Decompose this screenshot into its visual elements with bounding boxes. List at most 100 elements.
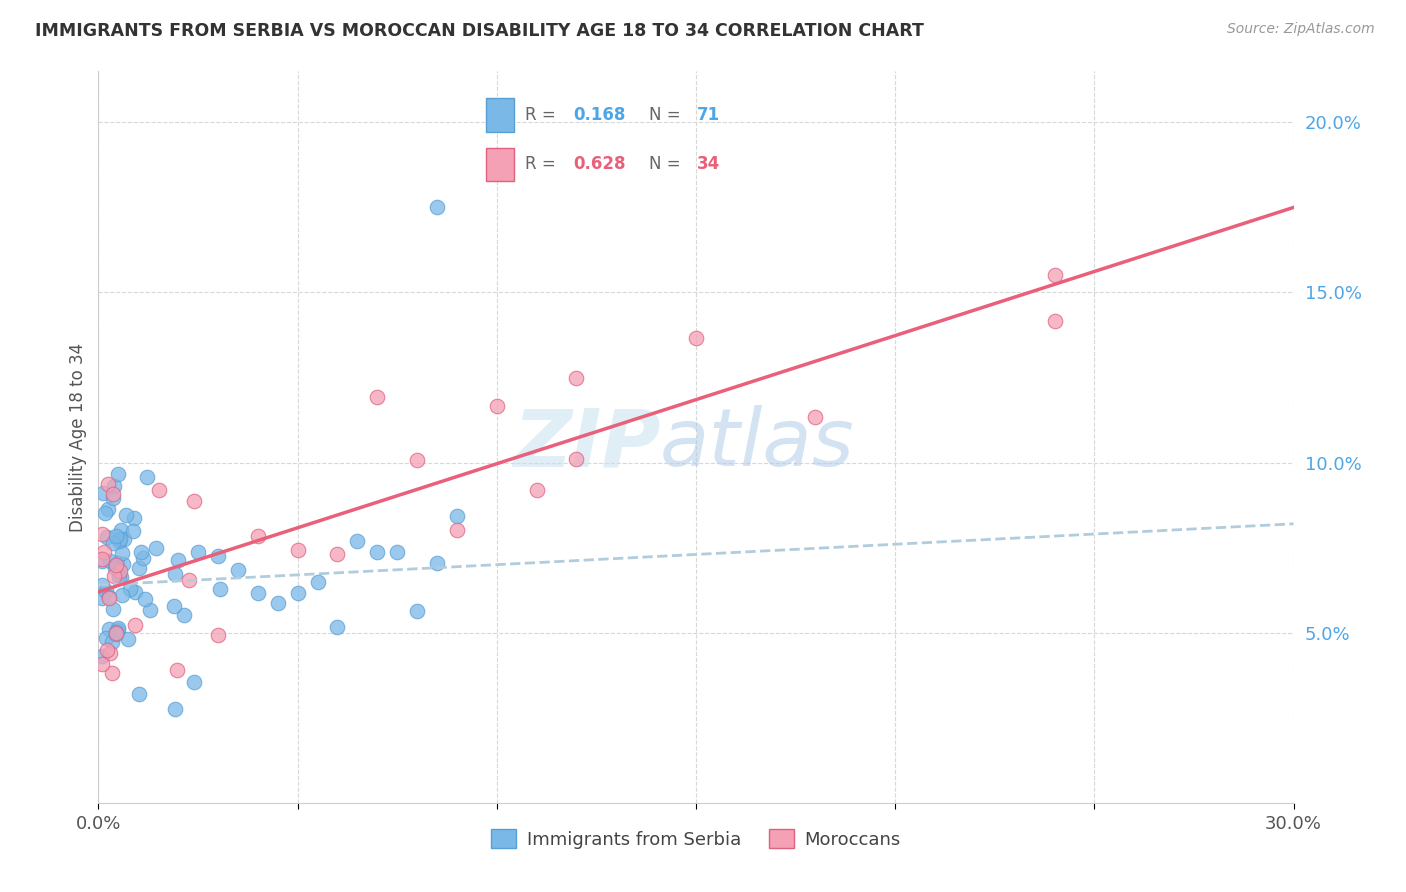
Point (385, 544, 409, 558)
Point (128, 561, 150, 575)
Point (1043, 268, 1066, 283)
Point (131, 551, 153, 566)
Point (98, 646, 121, 660)
Point (107, 467, 129, 481)
Point (107, 624, 129, 638)
Point (148, 483, 170, 497)
Point (98, 591, 121, 606)
Point (122, 511, 145, 525)
Point (406, 605, 429, 619)
Point (98, 622, 121, 636)
Point (163, 702, 186, 716)
Point (94, 583, 117, 598)
Point (91, 591, 114, 605)
Point (112, 558, 135, 572)
Text: atlas: atlas (661, 405, 855, 483)
Point (406, 452, 429, 467)
Point (565, 370, 588, 384)
Point (177, 574, 200, 588)
Point (91, 553, 114, 567)
Point (134, 592, 156, 607)
Point (124, 618, 146, 632)
Point (526, 483, 548, 498)
Point (120, 582, 142, 597)
Point (107, 533, 129, 548)
Point (114, 508, 136, 522)
Point (187, 545, 209, 559)
Point (104, 529, 127, 543)
Point (100, 554, 122, 568)
Point (209, 582, 232, 596)
Point (107, 621, 129, 635)
Point (101, 635, 124, 649)
Point (366, 390, 388, 404)
Point (167, 553, 190, 567)
Point (91, 552, 114, 566)
Point (226, 563, 249, 577)
Point (108, 533, 131, 547)
Point (128, 687, 150, 701)
Point (121, 524, 143, 538)
Y-axis label: Disability Age 18 to 34: Disability Age 18 to 34 (69, 343, 87, 532)
Point (183, 675, 205, 690)
Point (565, 451, 588, 466)
Point (96, 530, 118, 544)
Point (112, 533, 135, 547)
Point (93, 545, 115, 559)
Point (346, 533, 368, 548)
Legend: Immigrants from Serbia, Moroccans: Immigrants from Serbia, Moroccans (484, 822, 908, 856)
Point (426, 556, 449, 570)
Point (135, 470, 157, 484)
Point (96, 643, 118, 657)
Point (91, 657, 114, 671)
Point (91, 577, 114, 591)
Point (111, 588, 134, 602)
Point (426, 201, 449, 215)
Point (103, 479, 125, 493)
Point (124, 584, 146, 599)
Point (91, 486, 114, 500)
Point (108, 564, 131, 578)
Point (101, 665, 124, 680)
Text: ZIP: ZIP (513, 405, 661, 483)
Point (94, 506, 117, 520)
Point (91, 649, 114, 664)
Point (103, 569, 125, 583)
Point (103, 491, 125, 506)
Point (104, 558, 127, 572)
Point (1043, 314, 1066, 328)
Text: Source: ZipAtlas.com: Source: ZipAtlas.com (1227, 22, 1375, 37)
Point (446, 523, 468, 537)
Point (104, 561, 127, 575)
Point (685, 331, 707, 345)
Point (287, 542, 309, 557)
Point (207, 549, 229, 563)
Point (267, 596, 290, 610)
Point (108, 570, 131, 584)
Point (173, 608, 195, 623)
Point (485, 399, 508, 413)
Point (97, 477, 120, 491)
Point (326, 620, 349, 634)
Point (183, 494, 205, 508)
Point (287, 586, 309, 600)
Point (246, 529, 269, 543)
Point (446, 509, 468, 524)
Point (104, 626, 127, 640)
Point (326, 547, 349, 561)
Point (105, 624, 128, 639)
Point (111, 546, 134, 560)
Point (366, 545, 388, 559)
Point (131, 545, 153, 559)
Point (94, 631, 117, 645)
Point (101, 487, 124, 501)
Point (163, 566, 186, 581)
Point (101, 602, 124, 616)
Point (139, 603, 162, 617)
Point (307, 575, 329, 590)
Point (166, 663, 188, 677)
Point (97, 502, 120, 516)
Point (246, 585, 269, 599)
Point (207, 628, 229, 642)
Point (117, 632, 139, 646)
